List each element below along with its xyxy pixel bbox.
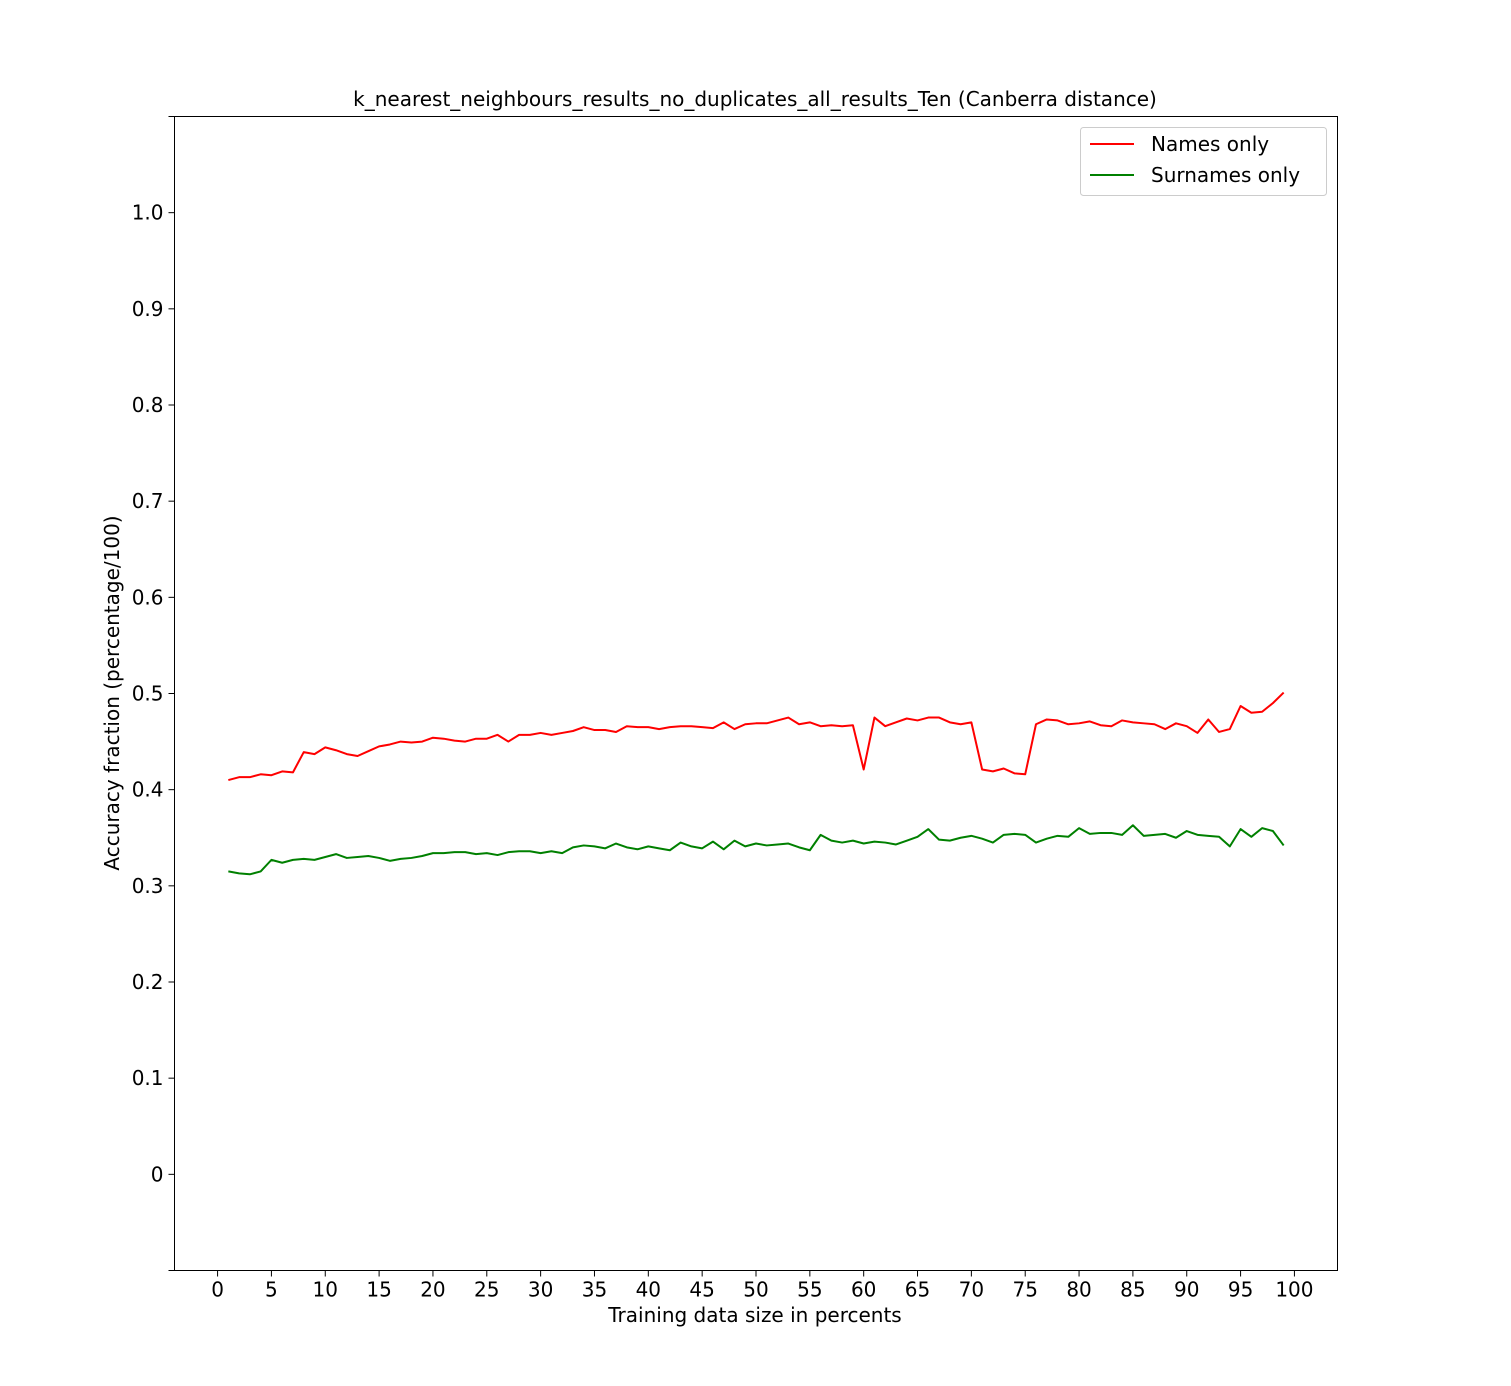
x-tick-label: 5 <box>265 1278 278 1302</box>
x-axis: 0 5 10 15 20 25 30 35 40 45 50 55 60 65 70 75 80 85 90 95 10… <box>211 1270 1314 1302</box>
x-tick-label: 100 <box>1275 1278 1313 1302</box>
y-tick-label: 1.0 <box>132 201 164 225</box>
y-axis-label: Accuracy fraction (percentage/100) <box>100 515 124 870</box>
x-tick-label: 55 <box>797 1278 822 1302</box>
chart-title: k_nearest_neighbours_results_no_duplicat… <box>353 87 1157 111</box>
x-tick-label: 40 <box>636 1278 661 1302</box>
legend-box <box>1080 127 1327 196</box>
y-tick-label: 0.2 <box>132 970 164 994</box>
x-tick-label: 95 <box>1228 1278 1253 1302</box>
x-tick-label: 75 <box>1012 1278 1037 1302</box>
legend: Names only Surnames only <box>1080 127 1327 196</box>
x-tick-label: 85 <box>1120 1278 1145 1302</box>
x-tick-label: 45 <box>689 1278 714 1302</box>
legend-label-names-only: Names only <box>1151 132 1269 156</box>
y-tick-label: 0 <box>151 1162 164 1186</box>
x-tick-label: 65 <box>905 1278 930 1302</box>
x-tick-label: 70 <box>959 1278 984 1302</box>
x-tick-label: 15 <box>366 1278 391 1302</box>
series-group <box>228 691 1285 876</box>
y-tick-label: 0.7 <box>132 489 164 513</box>
y-tick-label: 0.1 <box>132 1066 164 1090</box>
x-tick-label: 50 <box>743 1278 768 1302</box>
x-tick-label: 80 <box>1066 1278 1091 1302</box>
x-axis-label: Training data size in percents <box>607 1303 901 1327</box>
x-tick-label: 20 <box>420 1278 445 1302</box>
x-tick-label: 90 <box>1174 1278 1199 1302</box>
y-tick-label: 0.9 <box>132 297 164 321</box>
series-line-names-only <box>228 691 1285 782</box>
y-tick-label: 0.5 <box>132 682 164 706</box>
y-tick-label: 0.4 <box>132 778 164 802</box>
y-tick-label: 0.3 <box>132 874 164 898</box>
x-tick-label: 35 <box>582 1278 607 1302</box>
x-tick-label: 25 <box>474 1278 499 1302</box>
x-tick-label: 30 <box>528 1278 553 1302</box>
series-line-surnames-only <box>228 824 1285 876</box>
y-axis: 0 0.1 0.2 0.3 0.4 0.5 0.6 0.7 0.8 0.9 1.0 <box>132 116 175 1271</box>
legend-label-surnames-only: Surnames only <box>1151 163 1300 187</box>
x-tick-label: 10 <box>313 1278 338 1302</box>
y-tick-label: 0.8 <box>132 393 164 417</box>
y-tick-label: 0.6 <box>132 585 164 609</box>
x-tick-label: 0 <box>211 1278 224 1302</box>
x-tick-label: 60 <box>851 1278 876 1302</box>
